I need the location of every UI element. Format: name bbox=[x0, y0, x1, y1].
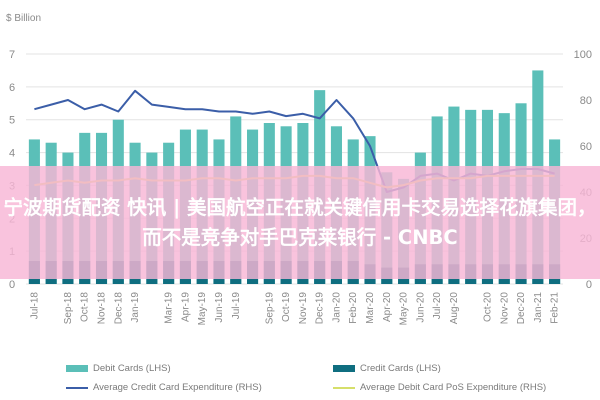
x-tick-label: Jul-19 bbox=[231, 292, 242, 320]
x-tick-label: Jan-19 bbox=[130, 292, 141, 323]
x-tick-label: Jan-21 bbox=[533, 292, 544, 323]
x-axis-ticks: Jul-18 Sep-18 Oct-18 Nov-18 Dec-18 Jan-19 Mar-… bbox=[29, 292, 560, 326]
x-tick-label: Jun-20 bbox=[415, 292, 426, 323]
left-tick-label: 6 bbox=[9, 82, 15, 94]
x-tick-label: Sep-19 bbox=[264, 292, 275, 325]
left-tick-label: 0 bbox=[9, 279, 15, 291]
x-tick-label: Apr-20 bbox=[382, 292, 393, 322]
left-axis-unit: $ Billion bbox=[6, 13, 41, 24]
x-tick-label: May-19 bbox=[197, 292, 208, 326]
x-tick-label: Dec-19 bbox=[315, 292, 326, 325]
x-tick-label: Dec-18 bbox=[113, 292, 124, 325]
x-tick-label: Nov-20 bbox=[499, 292, 510, 325]
x-tick-label: Jan-20 bbox=[331, 292, 342, 323]
x-tick-label: Dec-20 bbox=[516, 292, 527, 325]
legend-swatch-debit bbox=[66, 365, 88, 372]
x-tick-label: Aug-20 bbox=[449, 292, 460, 325]
right-tick-label: 0 bbox=[586, 279, 592, 291]
legend-label-debit: Debit Cards (LHS) bbox=[93, 363, 171, 374]
x-tick-label: Nov-19 bbox=[298, 292, 309, 325]
legend-swatch-credit bbox=[333, 365, 355, 372]
x-tick-label: Oct-19 bbox=[281, 292, 292, 322]
left-tick-label: 7 bbox=[9, 49, 15, 61]
right-tick-label: 80 bbox=[580, 95, 592, 107]
overlay-banner: 宁波期货配资 快讯 | 美国航空正在就关键信用卡交易选择花旗集团，而不是竞争对手… bbox=[0, 166, 600, 279]
x-tick-label: Jun-19 bbox=[214, 292, 225, 323]
legend-label-credit: Credit Cards (LHS) bbox=[360, 363, 441, 374]
x-tick-label: Nov-18 bbox=[97, 292, 108, 325]
legend-label-avg-debit-pos: Average Debit Card PoS Expenditure (RHS) bbox=[360, 382, 547, 393]
x-tick-label: Sep-18 bbox=[63, 292, 74, 325]
x-tick-label: Feb-20 bbox=[348, 292, 359, 324]
x-tick-label: Oct-18 bbox=[80, 292, 91, 322]
chart-legend: Debit Cards (LHS) Credit Cards (LHS) Ave… bbox=[0, 354, 600, 400]
x-tick-label: Mar-19 bbox=[164, 292, 175, 324]
x-tick-label: May-20 bbox=[399, 292, 410, 326]
left-tick-label: 5 bbox=[9, 115, 15, 127]
legend-label-avg-credit: Average Credit Card Expenditure (RHS) bbox=[93, 382, 262, 393]
right-tick-label: 100 bbox=[574, 49, 592, 61]
legend-item-avg-debit-pos: Average Debit Card PoS Expenditure (RHS) bbox=[333, 382, 546, 393]
legend-item-avg-credit: Average Credit Card Expenditure (RHS) bbox=[66, 382, 262, 393]
x-tick-label: Mar-20 bbox=[365, 292, 376, 324]
legend-swatch-avg-credit bbox=[66, 386, 88, 389]
x-tick-label: Apr-19 bbox=[180, 292, 191, 322]
x-tick-label: Oct-20 bbox=[482, 292, 493, 322]
x-tick-label: Jul-20 bbox=[432, 292, 443, 320]
x-tick-label: Feb-21 bbox=[550, 292, 561, 324]
legend-item-credit: Credit Cards (LHS) bbox=[333, 363, 441, 374]
legend-item-debit: Debit Cards (LHS) bbox=[66, 363, 171, 374]
right-tick-label: 60 bbox=[580, 141, 592, 153]
legend-swatch-avg-debit-pos bbox=[333, 386, 355, 389]
x-tick-label: Jul-18 bbox=[29, 292, 40, 320]
left-tick-label: 4 bbox=[9, 148, 15, 160]
